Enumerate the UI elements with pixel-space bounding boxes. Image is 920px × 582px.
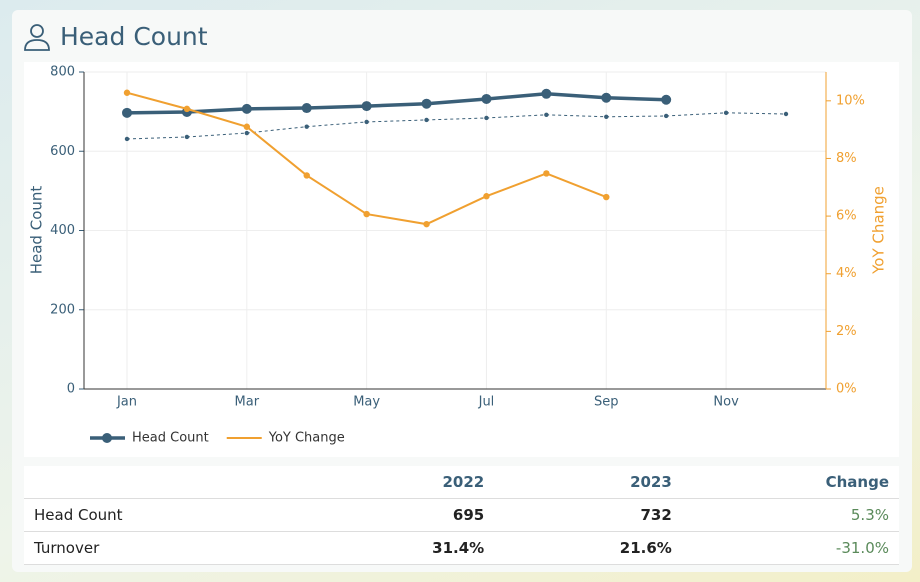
- point: [123, 89, 131, 96]
- point: [363, 210, 370, 218]
- point: [663, 113, 669, 119]
- point: [301, 103, 312, 114]
- y2-tick-label: 4%: [836, 266, 857, 281]
- row: Turnover 31.4% 21.6% -31.0%: [24, 531, 899, 565]
- point: [604, 114, 609, 119]
- point: [601, 92, 612, 103]
- chart-bg: [24, 62, 899, 457]
- point: [723, 110, 729, 116]
- legend-marker: [102, 433, 112, 443]
- point: [243, 123, 251, 130]
- series-line: [126, 112, 787, 140]
- y2-tick-label: 10%: [836, 93, 865, 108]
- cell: Turnover: [24, 531, 307, 565]
- y-tick-label: 200: [50, 302, 75, 317]
- header-cell: Change: [681, 466, 899, 499]
- y-tick-label: 600: [50, 144, 75, 159]
- header-cell: [24, 466, 307, 499]
- cell: 695: [306, 498, 495, 532]
- y2-tick-label: 8%: [836, 151, 857, 166]
- x-tick-label: Mar: [235, 395, 260, 410]
- cell: Head Count: [24, 498, 307, 532]
- table: 2022 2023 Change Head Count 695 732 5.3% Turnov…: [24, 466, 899, 565]
- point: [303, 172, 310, 179]
- y-tick-label: 400: [50, 223, 75, 238]
- x-tick-label: Jan: [116, 395, 137, 410]
- y2-tick-label: 2%: [836, 324, 857, 339]
- point: [541, 88, 552, 99]
- point: [783, 111, 789, 117]
- point: [543, 170, 550, 177]
- point: [483, 193, 490, 200]
- point: [544, 112, 549, 117]
- cell: 732: [494, 498, 682, 532]
- person-icon: [24, 24, 50, 51]
- series-line: [126, 92, 667, 115]
- y2-axis-label: YoY Change: [870, 186, 888, 275]
- point: [424, 117, 429, 123]
- point: [484, 115, 489, 121]
- y-tick-label: 0: [67, 382, 75, 397]
- header-row: 2022 2023 Change: [24, 466, 899, 499]
- row: Head Count 695 732 5.3%: [24, 498, 899, 532]
- point: [244, 130, 250, 136]
- point: [184, 134, 190, 140]
- cell: 21.6%: [494, 531, 682, 565]
- point: [661, 94, 672, 105]
- cell: -31.0%: [681, 531, 899, 565]
- y-axis-label: Head Count: [28, 186, 46, 275]
- y2-tick-label: 0%: [836, 382, 857, 397]
- legend-label: YoY Change: [268, 431, 345, 446]
- point: [481, 93, 492, 104]
- point: [603, 193, 610, 201]
- point: [122, 107, 132, 118]
- point: [423, 220, 430, 228]
- legend-label: Head Count: [132, 431, 209, 446]
- y-tick-label: 800: [50, 65, 75, 80]
- header-cell: 2023: [494, 466, 682, 499]
- cell: 31.4%: [306, 531, 495, 565]
- point: [124, 136, 130, 142]
- x-tick-label: Nov: [713, 395, 739, 410]
- title: Head Count: [60, 22, 208, 51]
- point: [364, 119, 369, 125]
- point: [361, 101, 372, 112]
- point: [304, 124, 309, 129]
- point: [421, 98, 432, 109]
- y2-tick-label: 6%: [836, 209, 857, 224]
- cell: 5.3%: [681, 498, 899, 532]
- header-cell: 2022: [306, 466, 495, 499]
- point: [183, 105, 191, 113]
- x-tick-label: Jul: [478, 395, 495, 410]
- x-tick-label: May: [353, 395, 380, 410]
- x-tick-label: Sep: [594, 395, 619, 410]
- point: [241, 103, 252, 114]
